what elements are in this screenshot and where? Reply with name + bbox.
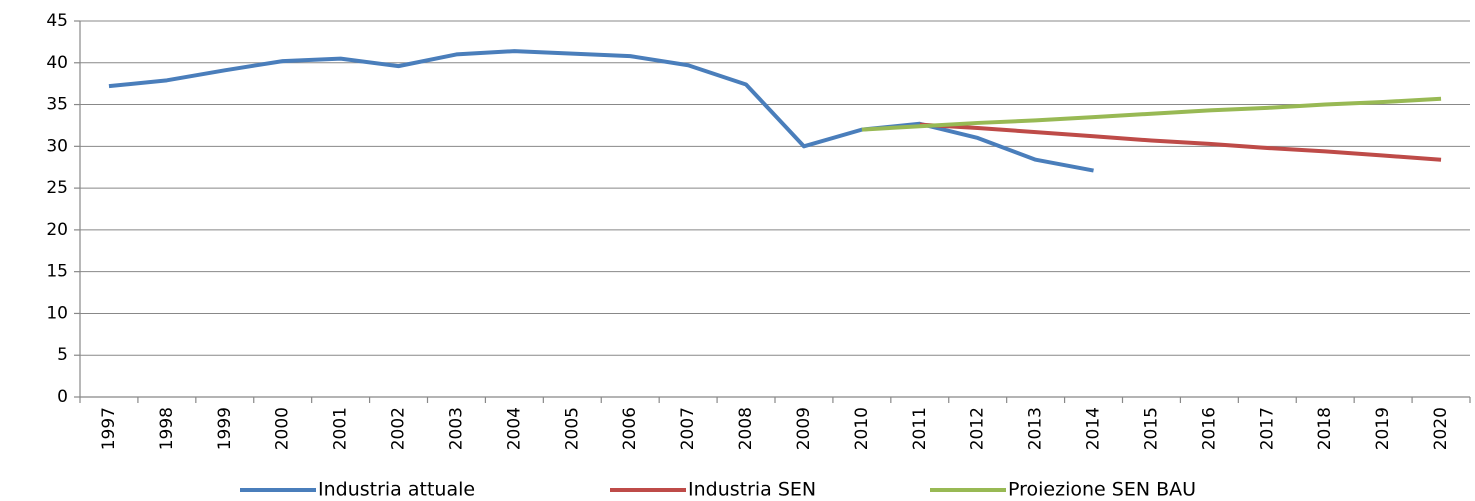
series-line	[919, 122, 1442, 162]
y-tick-label: 15	[46, 262, 68, 282]
x-tick-label: 2004	[504, 407, 524, 450]
x-tick-label: 2017	[1257, 407, 1277, 450]
series-line	[108, 49, 1094, 173]
x-tick-label: 2011	[910, 407, 930, 450]
x-tick-label: 1997	[99, 407, 119, 450]
y-tick-label: 0	[57, 387, 68, 407]
x-tick-label: 2015	[1141, 407, 1161, 450]
x-tick-label: 2018	[1315, 407, 1335, 450]
x-tick-label: 2009	[794, 407, 814, 450]
y-tick-label: 35	[46, 95, 68, 115]
y-tick-label: 45	[46, 11, 68, 31]
legend-label: Industria attuale	[318, 479, 475, 501]
y-tick-label: 5	[57, 345, 68, 365]
x-tick-label: 2001	[331, 407, 351, 450]
y-tick-label: 20	[46, 220, 68, 240]
x-tick-label: 2005	[562, 407, 582, 450]
x-tick-label: 2014	[1084, 407, 1104, 450]
x-tick-label: 2016	[1199, 407, 1219, 450]
x-tick-label: 2012	[968, 407, 988, 450]
x-tick-label: 2010	[852, 407, 872, 450]
x-tick-label: 2019	[1373, 407, 1393, 450]
y-tick-label: 25	[46, 178, 68, 198]
x-tick-label: 1998	[157, 407, 177, 450]
legend-label: Industria SEN	[688, 479, 816, 501]
y-tick-label: 10	[46, 303, 68, 323]
x-tick-label: 2000	[273, 407, 293, 450]
x-tick-label: 2020	[1431, 407, 1451, 450]
x-tick-label: 2013	[1026, 407, 1046, 450]
y-tick-label: 30	[46, 136, 68, 156]
x-tick-label: 2002	[389, 407, 409, 450]
x-tick-label: 2006	[620, 407, 640, 450]
series-line	[861, 96, 1442, 132]
x-tick-label: 1999	[215, 407, 235, 450]
x-tick-label: 2007	[678, 407, 698, 450]
legend-label: Proiezione SEN BAU	[1008, 479, 1196, 501]
x-tick-label: 2008	[736, 407, 756, 450]
x-tick-label: 2003	[446, 407, 466, 450]
y-tick-label: 40	[46, 53, 68, 73]
